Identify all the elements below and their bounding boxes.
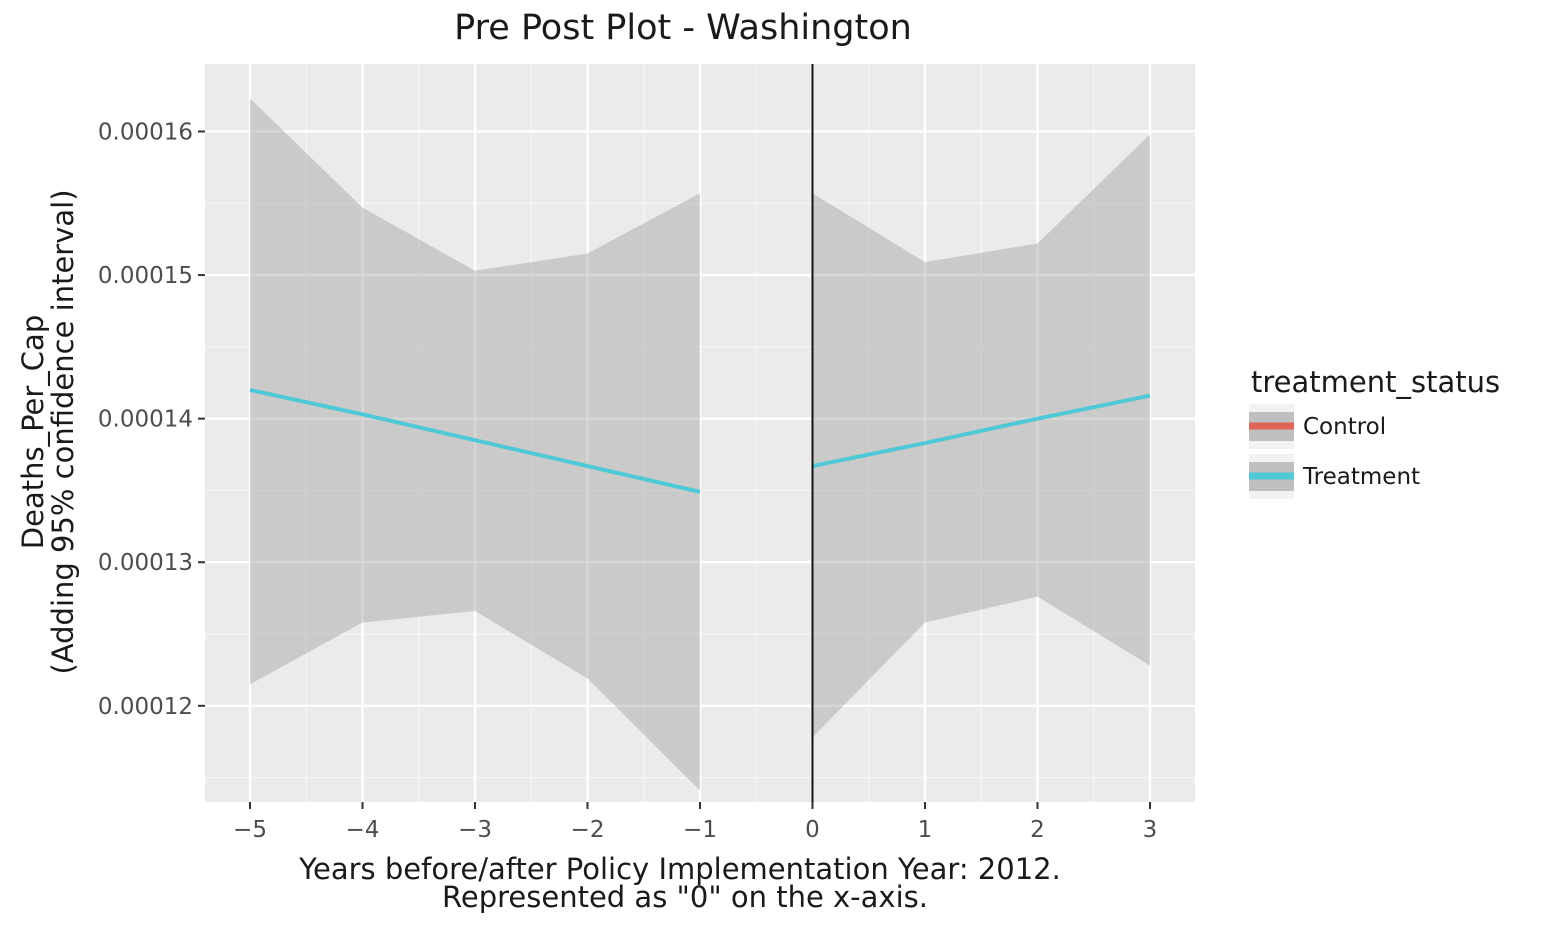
confidence-bands: [250, 98, 1150, 791]
y-tick-label: 0.00016: [98, 119, 193, 145]
legend-label-control: Control: [1303, 414, 1386, 440]
legend: treatment_status Control Treatment: [1249, 365, 1500, 499]
x-tick-label: 3: [1143, 817, 1158, 843]
confidence-band-post: [812, 134, 1150, 738]
x-axis-label-line-1: Years before/after Policy Implementation…: [298, 852, 1061, 886]
legend-title: treatment_status: [1251, 365, 1500, 399]
legend-item-control: Control: [1249, 404, 1386, 449]
y-axis-ticks: 0.00012 0.00013 0.00014 0.00015 0.00016: [98, 119, 205, 720]
x-tick-label: −2: [571, 817, 605, 843]
y-axis-label-line-2: (Adding 95% confidence interval): [46, 189, 80, 674]
legend-label-treatment: Treatment: [1302, 464, 1420, 490]
series-line-post: [812, 393, 1151, 468]
x-tick-label: 2: [1030, 817, 1045, 843]
y-tick-label: 0.00014: [98, 407, 193, 433]
x-tick-label: −3: [458, 817, 492, 843]
x-tick-label: 0: [805, 817, 820, 843]
x-tick-label: 1: [918, 817, 933, 843]
y-tick-label: 0.00013: [98, 550, 193, 576]
x-axis-label-line-2: Represented as "0" on the x-axis.: [442, 880, 928, 914]
y-axis-label-line-1: Deaths_Per_Cap: [16, 315, 50, 549]
y-tick-label: 0.00012: [98, 694, 193, 720]
x-tick-label: −4: [346, 817, 380, 843]
y-axis-label: Deaths_Per_Cap (Adding 95% confidence in…: [16, 189, 80, 674]
x-axis-ticks: −5 −4 −3 −2 −1 0 1 2 3: [233, 802, 1157, 843]
confidence-band-pre: [250, 98, 700, 791]
legend-item-treatment: Treatment: [1249, 454, 1420, 499]
series-line-pre: [249, 387, 701, 494]
x-tick-label: −1: [683, 817, 717, 843]
chart-title: Pre Post Plot - Washington: [454, 8, 912, 48]
y-tick-label: 0.00015: [98, 263, 193, 289]
x-tick-label: −5: [233, 817, 267, 843]
series-lines: [249, 387, 1151, 494]
